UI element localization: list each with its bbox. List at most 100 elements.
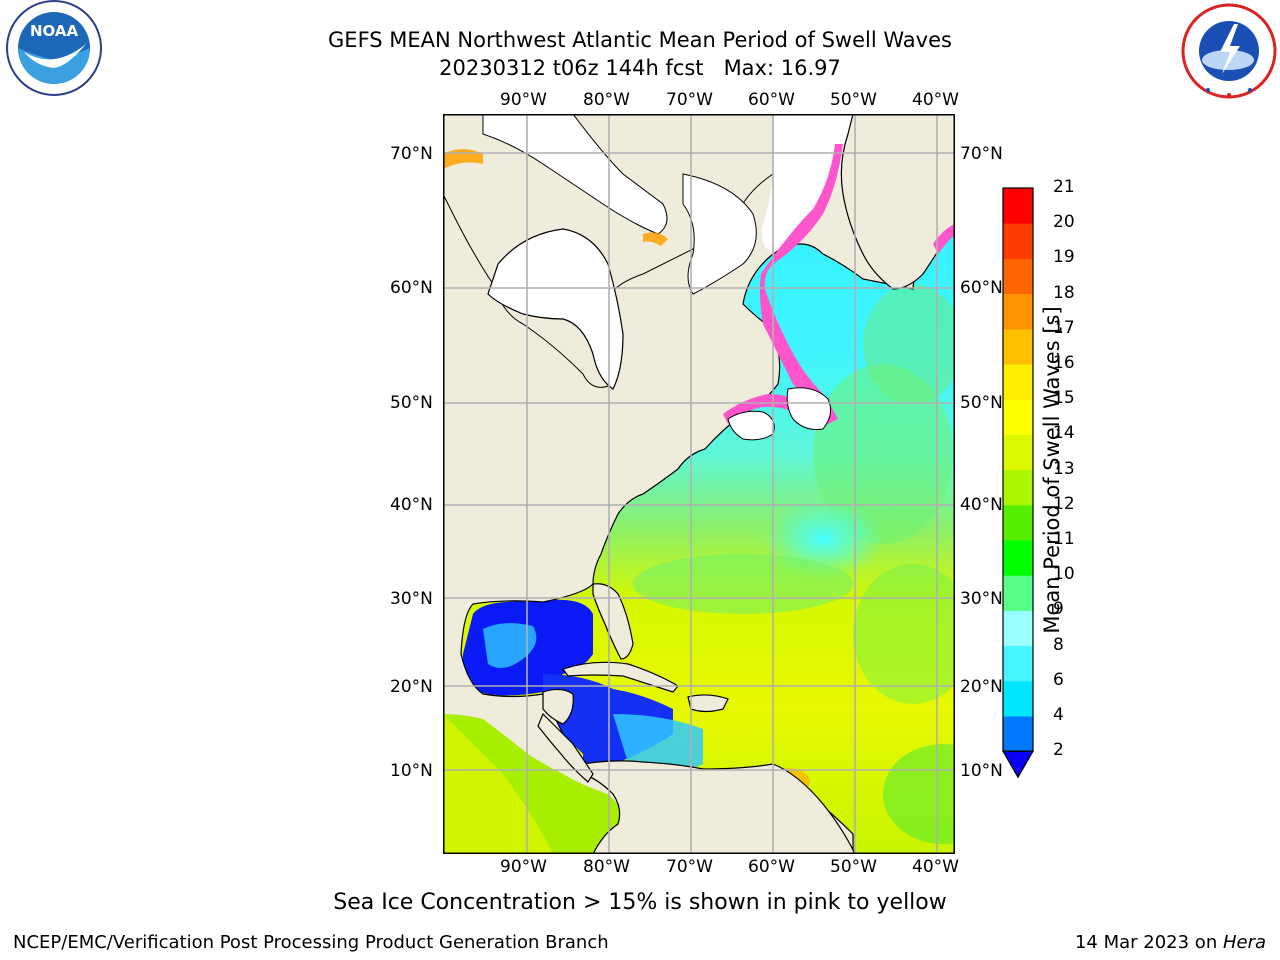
- colorbar-segment: [1003, 540, 1033, 576]
- lon-label: 60°W: [748, 90, 795, 110]
- colorbar-segment: [1003, 716, 1033, 752]
- colorbar-segment: [1003, 188, 1033, 224]
- colorbar-tick-label: 2: [1053, 740, 1064, 761]
- field-patch: [853, 564, 973, 704]
- lon-label: 50°W: [830, 857, 877, 877]
- lon-label: 50°W: [830, 90, 877, 110]
- field-patch: [813, 364, 953, 544]
- colorbar-svg: [1001, 187, 1035, 779]
- colorbar-tick-label: 14: [1053, 423, 1075, 444]
- colorbar-segment: [1003, 364, 1033, 400]
- colorbar-tick-label: 12: [1053, 493, 1075, 514]
- colorbar-tick-label: 19: [1053, 247, 1075, 268]
- colorbar-under-arrow: [1001, 750, 1035, 779]
- colorbar-tick-label: 13: [1053, 458, 1075, 479]
- sea-ice-band: [759, 144, 843, 424]
- colorbar-tick-label: 20: [1053, 212, 1075, 233]
- lat-label: 20°N: [960, 677, 1003, 697]
- sea-ice-east-greenland: [933, 224, 955, 254]
- lon-label: 60°W: [748, 857, 795, 877]
- footer-left: NCEP/EMC/Verification Post Processing Pr…: [13, 932, 609, 953]
- colorbar-label: Mean Period of Swell Waves [s]: [1040, 306, 1064, 634]
- colorbar-tick-label: 17: [1053, 317, 1075, 338]
- colorbar-segment: [1003, 223, 1033, 259]
- colorbar-segment: [1003, 258, 1033, 295]
- colorbar-segment: [1003, 293, 1033, 330]
- sea-ice-arctic: [643, 232, 668, 246]
- field-patch: [633, 554, 853, 614]
- lon-label: 40°W: [912, 857, 959, 877]
- lon-label: 70°W: [666, 90, 713, 110]
- lat-label: 60°N: [390, 278, 433, 298]
- lon-label: 70°W: [666, 857, 713, 877]
- lon-label: 90°W: [500, 857, 547, 877]
- sea-ice-arctic: [443, 149, 483, 169]
- lat-label: 30°N: [390, 589, 433, 609]
- colorbar-segment: [1003, 504, 1033, 541]
- colorbar-segment: [1003, 434, 1033, 471]
- lat-label: 40°N: [960, 495, 1003, 515]
- colorbar-tick-label: 15: [1053, 388, 1075, 409]
- colorbar-tick-label: 11: [1053, 529, 1075, 549]
- lon-label: 90°W: [500, 90, 547, 110]
- map-frame: [443, 114, 955, 854]
- sea-ice-caption: Sea Ice Concentration > 15% is shown in …: [333, 890, 947, 915]
- colorbar-frame: [1002, 187, 1034, 752]
- chart-title: GEFS MEAN Northwest Atlantic Mean Period…: [328, 28, 952, 52]
- colorbar-segment: [1003, 399, 1033, 435]
- colorbar-segment: [1003, 575, 1033, 611]
- lat-label: 60°N: [960, 278, 1003, 298]
- nws-logo: [1178, 2, 1280, 100]
- colorbar-tick-label: 4: [1053, 705, 1064, 725]
- footer-right: 14 Mar 2023 on Hera: [1075, 932, 1266, 953]
- hudson-bay: [487, 228, 624, 390]
- florida: [592, 583, 634, 660]
- chart-subtitle: 20230312 t06z 144h fcst Max: 16.97: [439, 56, 841, 80]
- lon-label: 80°W: [583, 857, 630, 877]
- colorbar-segment: [1003, 680, 1033, 717]
- noaa-logo-text: NOAA: [30, 22, 79, 40]
- colorbar-segment: [1003, 328, 1033, 365]
- gulf-patch: [483, 623, 537, 668]
- footer-date: 14 Mar 2023 on: [1074, 932, 1223, 953]
- footer-host: Hera: [1222, 932, 1266, 953]
- cuba: [562, 661, 679, 693]
- baffin-bay: [761, 114, 853, 254]
- lat-label: 70°N: [960, 144, 1003, 164]
- central-america: [537, 712, 594, 783]
- colorbar-tick-label: 6: [1053, 669, 1064, 690]
- colorbar: [1000, 186, 1036, 786]
- pacific-patch: [443, 714, 553, 854]
- lon-label: 80°W: [583, 90, 630, 110]
- hispaniola: [687, 694, 729, 713]
- colorbar-tick-label: 8: [1053, 634, 1064, 655]
- colorbar-segment: [1003, 645, 1033, 682]
- lat-label: 20°N: [390, 677, 433, 697]
- sea-ice-gulf: [723, 394, 803, 424]
- lat-label: 50°N: [960, 393, 1003, 413]
- colorbar-segment: [1003, 469, 1033, 506]
- lat-label: 40°N: [390, 495, 433, 515]
- colorbar-tick-label: 10: [1053, 564, 1075, 585]
- colorbar-tick-label: 21: [1053, 177, 1075, 197]
- lon-label: 40°W: [912, 90, 959, 110]
- south-america: [582, 760, 856, 855]
- greenland: [840, 113, 956, 290]
- field-patch: [863, 284, 963, 404]
- lat-label: 10°N: [960, 761, 1003, 781]
- map-panel: [442, 113, 1003, 855]
- colorbar-tick-label: 9: [1053, 599, 1064, 620]
- baffin-island-water: [682, 173, 757, 295]
- noaa-logo: NOAA: [2, 0, 106, 100]
- graticule: [443, 114, 955, 854]
- lat-label: 50°N: [390, 393, 433, 413]
- colorbar-tick-label: 16: [1053, 353, 1075, 373]
- lat-label: 70°N: [390, 144, 433, 164]
- colorbar-tick-label: 18: [1053, 282, 1075, 303]
- yucatan: [542, 688, 574, 725]
- newfoundland: [786, 387, 832, 430]
- lat-label: 30°N: [960, 589, 1003, 609]
- map-svg: [442, 113, 1003, 855]
- lat-label: 10°N: [390, 761, 433, 781]
- colorbar-segment: [1003, 610, 1033, 647]
